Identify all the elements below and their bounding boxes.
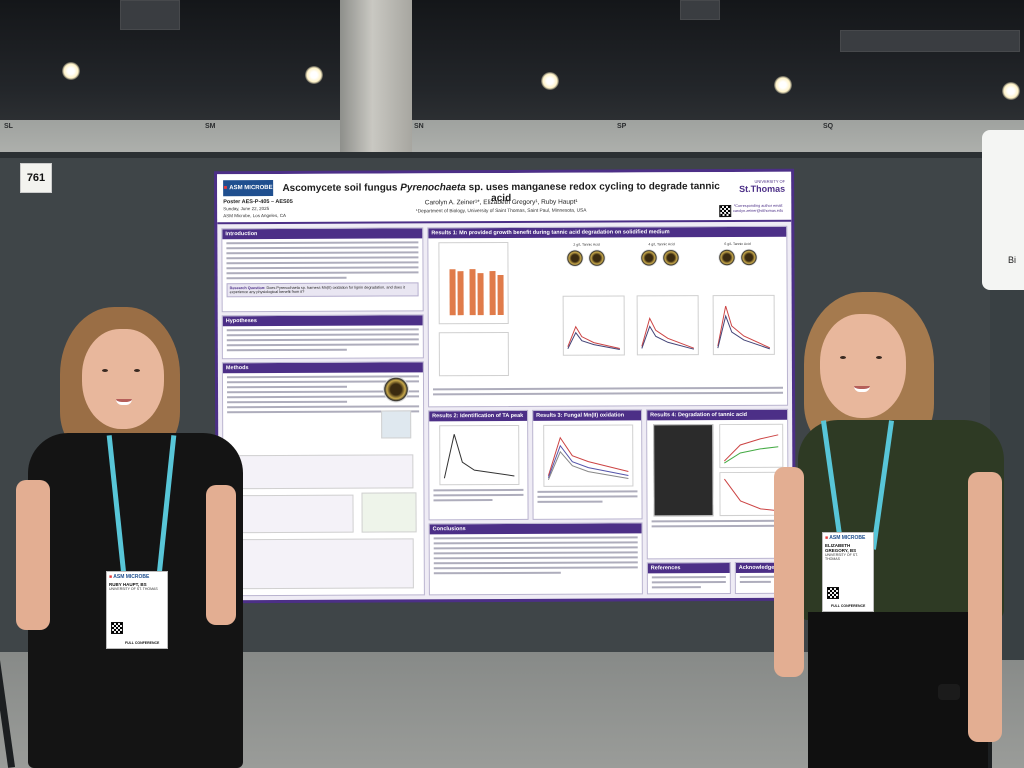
absorbance-lines [567,325,620,350]
liquid-culture-diagram [233,494,354,534]
section-heading: Introduction [222,228,423,240]
poster-authors: Carolyn A. Zeiner¹*, Elizabeth Gregory¹,… [424,198,578,207]
section-methods: Methods [221,361,425,597]
petri-dish-photo [588,249,606,267]
degradation-lines [724,478,779,512]
ceiling-duct [680,0,720,20]
ceiling-truss [840,30,1020,52]
ta-degradation-diagram [233,538,414,590]
ta-peak-lines [443,434,515,479]
right-arm [968,472,1002,742]
plant-cell-wall-diagram [361,492,417,533]
section-introduction: Introduction Research Question: Does Pyr… [221,227,424,313]
mn-oxide-production-chart [438,331,509,377]
aisle-label: SL [4,123,13,130]
aisle-label: SN [414,123,424,130]
ceiling-light [774,76,792,94]
section-heading: Methods [222,362,423,374]
poster-header: ■ ASM MICROBE Poster AES-P-405 – AES05 Su… [217,171,792,225]
section-heading: References [647,563,730,574]
presenter-left: ■ ASM MICROBE RUBY HAUPT, BS UNIVERSITY … [10,305,250,768]
absorbance-lines [717,305,771,350]
poster-date: Sunday, June 22, 2025 [223,206,270,212]
ceiling-duct [120,0,180,30]
st-thomas-logo: UNIVERSITY OF St.Thomas [739,178,786,194]
contact-info: *Corresponding author email: carolyn.zei… [732,203,784,214]
badge-type: FULL CONFERENCE [125,641,160,645]
name-badge: ■ ASM MICROBE RUBY HAUPT, BS UNIVERSITY … [106,571,168,649]
degradation-chart [719,423,784,469]
badge-affiliation: UNIVERSITY OF ST. THOMAS [109,587,158,591]
aisle-label: SM [205,123,216,130]
section-references: References [646,562,731,595]
flask-photo [381,410,412,439]
ceiling-light [1002,82,1020,100]
degradation-lines [723,434,779,464]
mn-oxidation-lines [547,436,629,481]
ceiling-light [541,72,559,90]
left-arm [16,480,50,630]
culture-photo-grid [653,424,714,517]
ceiling-light [305,66,323,84]
section-hypotheses: Hypotheses [221,314,424,360]
right-arm [206,485,236,625]
section-heading: Results 1: Mn provided growth benefit du… [428,226,787,239]
petri-dish-photo [740,248,758,266]
concrete-column [340,0,412,168]
petri-dish-photo [566,249,584,267]
face [820,314,906,418]
absorbance-chart [636,295,699,356]
board-number: 761 [20,163,52,193]
degradation-chart [719,471,784,517]
section-heading: Results 4: Degradation of tannic acid [647,409,788,421]
section-results-4: Results 4: Degradation of tannic acid [646,408,789,560]
growth-rate-bar-chart [438,241,509,325]
dish-label: 2 g/L Tannic Acid [573,242,600,247]
section-conclusions: Conclusions [428,522,643,596]
dish-label: 6 g/L Tannic Acid [724,241,751,247]
aisle-label: SQ [823,123,834,130]
badge-qr-code [111,622,123,634]
absorbance-chart [712,294,775,356]
petri-dish-photo [662,249,680,267]
left-arm [774,467,804,677]
badge-type: FULL CONFERENCE [831,604,866,608]
petri-dish-photo [382,376,410,403]
badge-qr-code [827,587,839,599]
badge-name: RUBY HAUPT, BS [109,582,147,587]
research-poster: ■ ASM MICROBE Poster AES-P-405 – AES05 Su… [214,168,796,604]
method-diagram [233,454,414,490]
badge-name: ELIZABETH GREGORY, BS [825,543,857,553]
section-heading: Results 2: Identification of TA peak [429,410,528,422]
section-heading: Hypotheses [222,315,423,327]
asm-microbe-logo: ■ ASM MICROBE [223,180,274,197]
badge-affiliation: UNIVERSITY OF ST. THOMAS [825,553,858,561]
research-question: Research Question: Does Pyrenochaeta sp.… [226,282,419,298]
section-results-1: Results 1: Mn provided growth benefit du… [427,225,789,408]
black-pants [808,612,988,768]
section-results-3: Results 3: Fungal Mn(II) oxidation [532,409,643,520]
ceiling-light [62,62,80,80]
name-badge: ■ ASM MICROBE ELIZABETH GREGORY, BS UNIV… [822,532,874,612]
section-heading: Conclusions [429,523,642,535]
section-heading: Results 3: Fungal Mn(II) oxidation [533,410,642,421]
absorbance-chart [562,295,625,356]
adjacent-sign-text: Bi [1008,255,1017,265]
petri-dish-photo [718,248,736,267]
ta-peak-chart [439,424,520,486]
presenter-right: ■ ASM MICROBE ELIZABETH GREGORY, BS UNIV… [768,292,1014,768]
poster-department: ¹Department of Biology, University of Sa… [415,208,587,215]
smartwatch [938,684,960,700]
absorbance-lines [641,316,695,350]
aisle-label: SP [617,123,627,130]
face [82,329,164,429]
poster-venue: ASM Microbe, Los Angeles, CA [223,212,287,219]
adjacent-sign: Bi [982,130,1024,290]
section-results-2: Results 2: Identification of TA peak [428,409,529,521]
petri-dish-photo [640,249,658,267]
dish-label: 4 g/L Tannic Acid [648,242,675,247]
mn-oxidation-chart [543,424,634,487]
